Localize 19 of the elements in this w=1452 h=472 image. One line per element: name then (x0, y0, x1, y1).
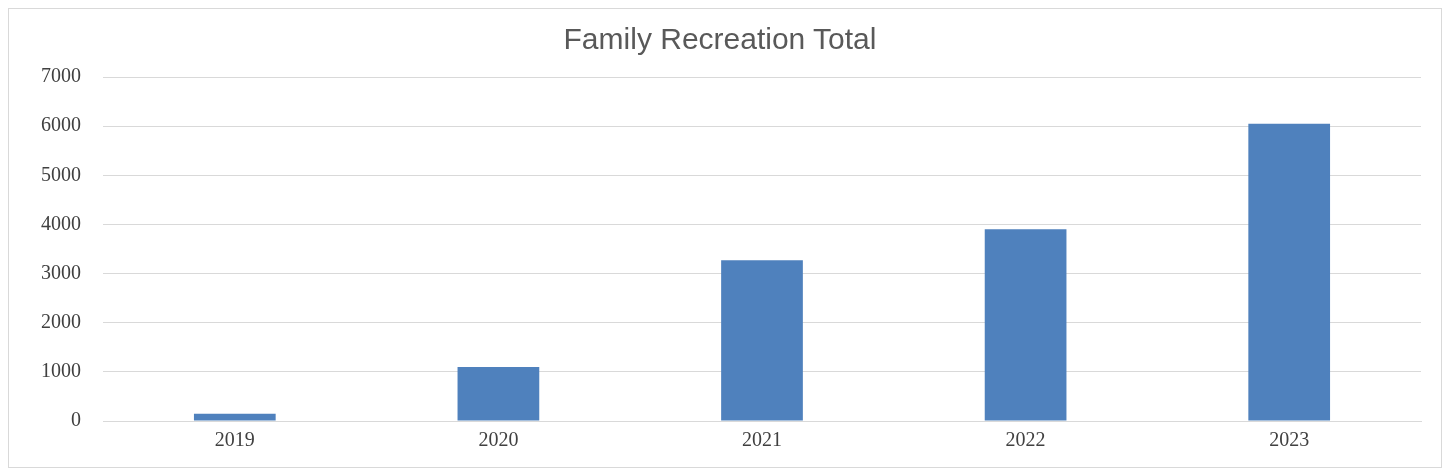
y-tick-label: 2000 (41, 309, 81, 332)
y-tick-label: 4000 (41, 211, 81, 234)
y-tick-label: 5000 (41, 162, 81, 185)
y-tick-label: 1000 (41, 359, 81, 382)
y-tick-label: 6000 (41, 113, 81, 136)
bar (193, 413, 276, 421)
x-tick-label: 2021 (742, 428, 782, 451)
bar (721, 260, 803, 421)
y-tick-label: 3000 (41, 260, 81, 283)
bar (457, 366, 540, 421)
x-tick-label: 2019 (214, 428, 255, 451)
y-tick-label: 7000 (41, 64, 81, 87)
x-tick-label: 2023 (1269, 428, 1310, 451)
bar (1248, 123, 1331, 421)
bar (984, 229, 1067, 421)
y-tick-label: 0 (71, 408, 81, 431)
x-tick-label: 2022 (1005, 428, 1046, 451)
chart-title: Family Recreation Total (563, 22, 877, 56)
x-tick-label: 2020 (478, 428, 519, 451)
